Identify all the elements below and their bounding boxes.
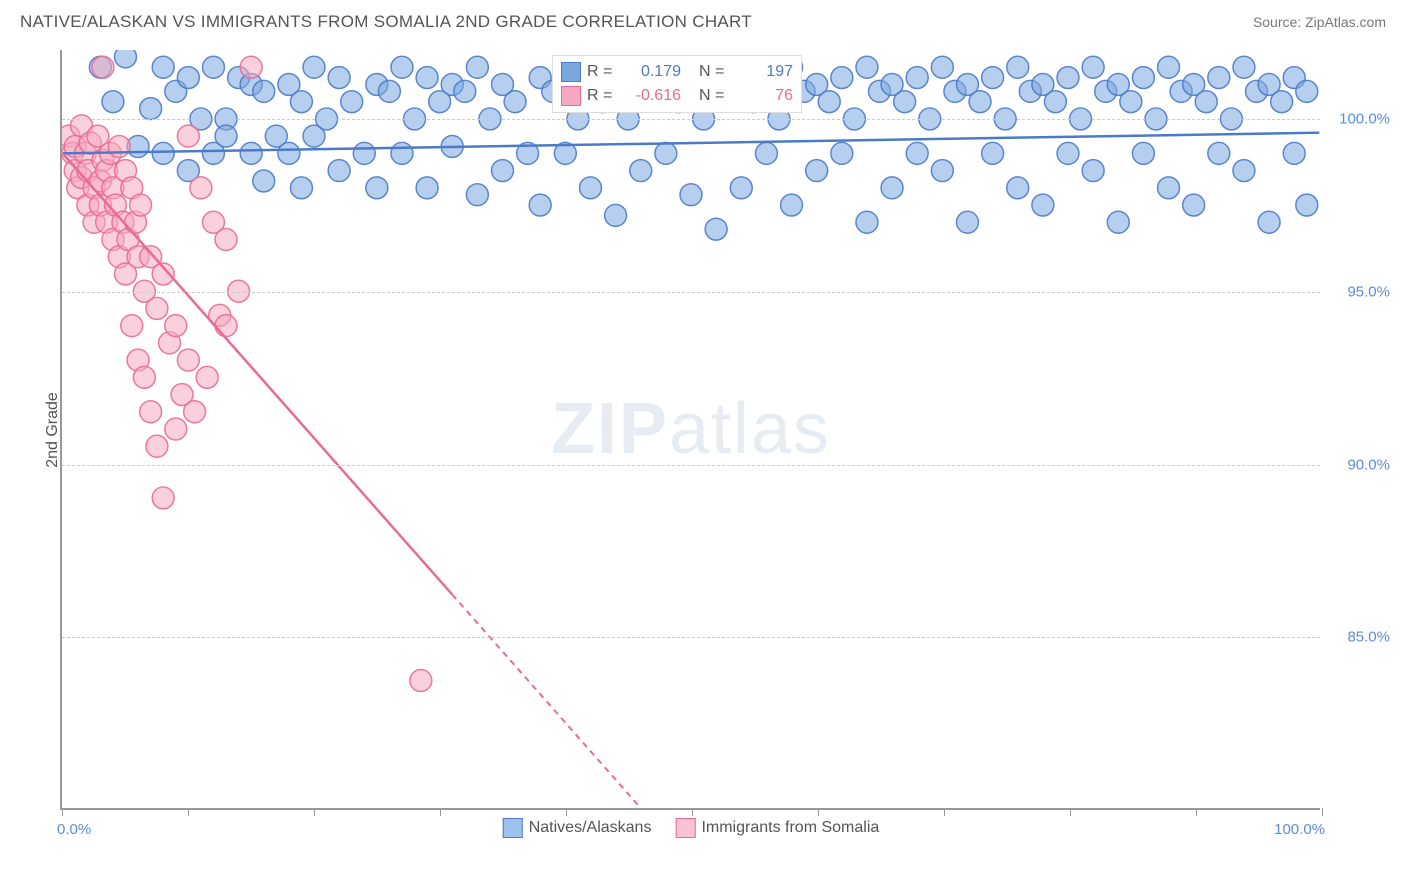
legend-item-natives: Natives/Alaskans <box>503 818 652 838</box>
header: NATIVE/ALASKAN VS IMMIGRANTS FROM SOMALI… <box>0 0 1406 40</box>
legend-swatch-pink-bottom <box>675 818 695 838</box>
y-tick-label: 85.0% <box>1330 629 1390 646</box>
scatter-svg <box>62 50 1320 808</box>
legend-item-somalia: Immigrants from Somalia <box>675 818 879 838</box>
y-tick-label: 95.0% <box>1330 283 1390 300</box>
n-value-somalia: 76 <box>733 87 793 105</box>
legend-swatch-pink <box>561 86 581 106</box>
legend-swatch-blue <box>561 62 581 82</box>
source-link[interactable]: ZipAtlas.com <box>1305 14 1386 30</box>
r-value-somalia: -0.616 <box>621 87 681 105</box>
source-attribution: Source: ZipAtlas.com <box>1253 14 1386 30</box>
x-tick-100: 100.0% <box>1274 821 1325 838</box>
legend-row-somalia: R = -0.616 N = 76 <box>561 84 793 108</box>
plot-area: ZIPatlas R = 0.179 N = 197 R = -0.616 N … <box>60 50 1320 810</box>
correlation-legend: R = 0.179 N = 197 R = -0.616 N = 76 <box>552 55 802 113</box>
bottom-legend: Natives/Alaskans Immigrants from Somalia <box>503 818 880 838</box>
watermark: ZIPatlas <box>551 388 831 470</box>
legend-swatch-blue-bottom <box>503 818 523 838</box>
chart-container: 2nd Grade ZIPatlas R = 0.179 N = 197 R =… <box>60 50 1386 810</box>
legend-row-natives: R = 0.179 N = 197 <box>561 60 793 84</box>
y-tick-label: 100.0% <box>1330 111 1390 128</box>
r-value-natives: 0.179 <box>621 63 681 81</box>
chart-title: NATIVE/ALASKAN VS IMMIGRANTS FROM SOMALI… <box>20 12 752 32</box>
y-tick-label: 90.0% <box>1330 456 1390 473</box>
n-value-natives: 197 <box>733 63 793 81</box>
x-tick-0: 0.0% <box>57 821 91 838</box>
